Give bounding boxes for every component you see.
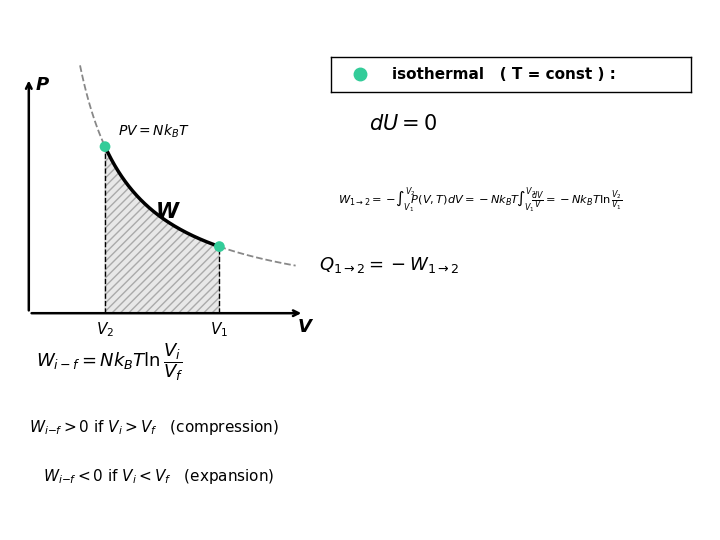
- Text: isothermal   ( T = const ) :: isothermal ( T = const ) :: [392, 67, 616, 82]
- Text: Isothermal Process in an Ideal Gas: Isothermal Process in an Ideal Gas: [116, 21, 604, 44]
- Text: $dU = 0$: $dU = 0$: [369, 113, 437, 133]
- Point: [99, 143, 111, 151]
- Text: P: P: [35, 77, 48, 94]
- Text: $W_{1\to2} = -\!\int_{V_1}^{V_2}\!\!P(V,T)dV = -Nk_BT\!\int_{V_1}^{V_2}\!\!\frac: $W_{1\to2} = -\!\int_{V_1}^{V_2}\!\!P(V,…: [338, 185, 623, 214]
- Text: $W_{i-f} = Nk_BT\ln\dfrac{V_i}{V_f}$: $W_{i-f} = Nk_BT\ln\dfrac{V_i}{V_f}$: [36, 341, 184, 383]
- Text: V: V: [298, 319, 312, 336]
- Text: $V_1$: $V_1$: [210, 321, 228, 339]
- Text: $W_{i\mathrm{-}f}$$ > 0$ if $V_i > V_f$   (compression): $W_{i\mathrm{-}f}$$ > 0$ if $V_i > V_f$ …: [29, 418, 279, 437]
- Text: W: W: [156, 202, 179, 222]
- Text: $V_2$: $V_2$: [96, 321, 114, 339]
- Text: $Q_{1\to2} = -W_{1\to2}$: $Q_{1\to2} = -W_{1\to2}$: [319, 255, 459, 275]
- Point: [214, 242, 225, 251]
- Text: $W_{i\mathrm{-}f}$$ < 0$ if $V_i < V_f$   (expansion): $W_{i\mathrm{-}f}$$ < 0$ if $V_i < V_f$ …: [43, 467, 274, 485]
- Text: $PV= Nk_BT$: $PV= Nk_BT$: [118, 123, 189, 140]
